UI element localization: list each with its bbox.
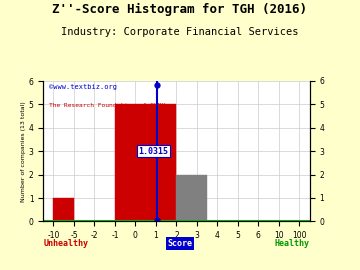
Bar	[53, 198, 74, 221]
Text: Z''-Score Histogram for TGH (2016): Z''-Score Histogram for TGH (2016)	[53, 3, 307, 16]
Bar	[115, 104, 156, 221]
Bar	[156, 104, 176, 221]
Text: The Research Foundation of SUNY: The Research Foundation of SUNY	[49, 103, 165, 109]
Bar	[176, 175, 207, 221]
Text: 1.0315: 1.0315	[139, 147, 168, 156]
Text: Unhealthy: Unhealthy	[43, 239, 88, 248]
Y-axis label: Number of companies (13 total): Number of companies (13 total)	[21, 101, 26, 202]
Text: Score: Score	[167, 239, 193, 248]
Text: Healthy: Healthy	[275, 239, 310, 248]
Text: Industry: Corporate Financial Services: Industry: Corporate Financial Services	[61, 27, 299, 37]
Text: ©www.textbiz.org: ©www.textbiz.org	[49, 84, 117, 90]
